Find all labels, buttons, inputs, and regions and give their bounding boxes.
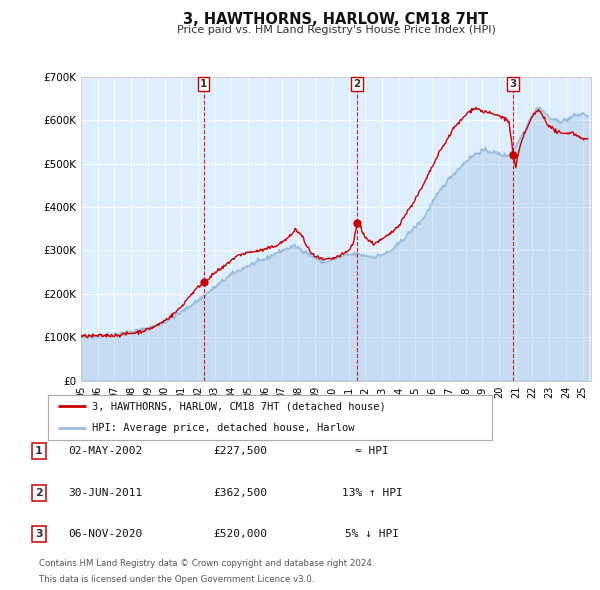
Text: £227,500: £227,500	[213, 447, 267, 456]
Text: 3, HAWTHORNS, HARLOW, CM18 7HT: 3, HAWTHORNS, HARLOW, CM18 7HT	[184, 12, 488, 27]
Text: 1: 1	[35, 447, 43, 456]
Text: 2: 2	[353, 79, 361, 89]
Text: 13% ↑ HPI: 13% ↑ HPI	[341, 488, 403, 497]
Text: 5% ↓ HPI: 5% ↓ HPI	[345, 529, 399, 539]
Text: 2: 2	[35, 488, 43, 497]
Text: 06-NOV-2020: 06-NOV-2020	[68, 529, 142, 539]
Text: 30-JUN-2011: 30-JUN-2011	[68, 488, 142, 497]
Text: This data is licensed under the Open Government Licence v3.0.: This data is licensed under the Open Gov…	[39, 575, 314, 584]
Text: £520,000: £520,000	[213, 529, 267, 539]
Text: 02-MAY-2002: 02-MAY-2002	[68, 447, 142, 456]
Text: 3, HAWTHORNS, HARLOW, CM18 7HT (detached house): 3, HAWTHORNS, HARLOW, CM18 7HT (detached…	[92, 401, 386, 411]
Text: 3: 3	[509, 79, 517, 89]
Text: 1: 1	[200, 79, 207, 89]
Text: ≈ HPI: ≈ HPI	[355, 447, 389, 456]
Text: £362,500: £362,500	[213, 488, 267, 497]
Text: HPI: Average price, detached house, Harlow: HPI: Average price, detached house, Harl…	[92, 424, 355, 434]
Text: Contains HM Land Registry data © Crown copyright and database right 2024.: Contains HM Land Registry data © Crown c…	[39, 559, 374, 568]
Text: 3: 3	[35, 529, 43, 539]
Text: Price paid vs. HM Land Registry's House Price Index (HPI): Price paid vs. HM Land Registry's House …	[176, 25, 496, 35]
